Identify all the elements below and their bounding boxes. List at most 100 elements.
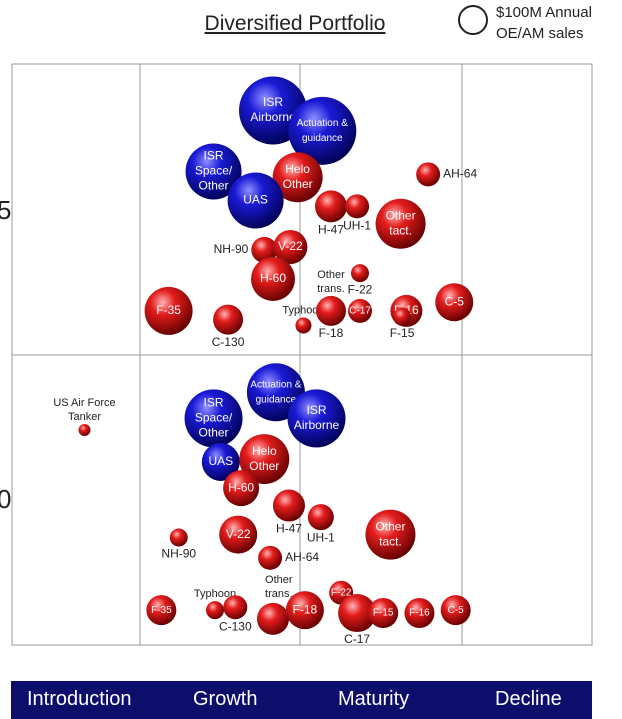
bubble-upper-us-air-force-tanker-label-line-2: Tanker <box>68 411 101 423</box>
bubble-lower-c-17-label-line-1: C-17 <box>344 632 370 646</box>
bubble-upper-helo-other-label-line-1: Helo <box>285 162 310 176</box>
bubble-upper-other-tact-label-line-2: tact. <box>389 223 412 237</box>
stage-label-growth: Growth <box>193 688 258 710</box>
bubble-lower-isr-space-other <box>184 389 243 448</box>
legend-size-reference-circle <box>458 5 488 35</box>
bubble-lower-c-130 <box>223 595 248 620</box>
bubble-lower-c-5 <box>440 595 471 626</box>
bubble-lower-f-15-label-line-1: F-15 <box>373 608 394 619</box>
bubble-lower-ah-64-label-line-1: AH-64 <box>285 550 319 564</box>
bubble-lower-isr-space-other-label-line-3: Other <box>199 426 229 440</box>
bubble-upper-f-35 <box>144 286 193 335</box>
bubble-upper-isr-airborne-label-line-1: ISR <box>263 95 283 109</box>
bubble-upper-ah-64-label-line-1: AH-64 <box>443 167 477 181</box>
bubble-upper-f-15-label-line-1: F-15 <box>390 326 415 340</box>
bubble-lower-uh-1-label-line-1: UH-1 <box>307 530 335 544</box>
bubble-lower-helo-other <box>239 434 290 485</box>
bubble-upper-isr-space-other-label-line-3: Other <box>199 179 229 193</box>
bubble-upper-typhoon <box>295 317 312 334</box>
bubble-lower-h-47-label-line-1: H-47 <box>276 522 302 536</box>
bubble-upper-v-22-label-line-1: V-22 <box>278 239 303 253</box>
bubble-upper-uas <box>227 172 284 229</box>
bubble-lower-other-tact-label-line-1: Other <box>375 519 405 533</box>
bubble-lower-f-15 <box>368 598 399 629</box>
bubble-lower-nh-90-label-line-1: NH-90 <box>161 547 196 561</box>
bubble-lower-actuation-guidance-label-line-1: Actuation & <box>250 379 301 390</box>
bubble-lower-f-22-label-line-1: F-22 <box>331 587 352 598</box>
bubble-lower-h-60-label-line-1: H-60 <box>228 480 254 494</box>
legend-label-line-2: OE/AM sales <box>496 25 584 42</box>
bubble-lower-h-60 <box>223 470 260 507</box>
bubble-lower-isr-space-other-label-line-1: ISR <box>204 396 224 410</box>
bubble-lower-other-trans-label-line-2: trans. <box>265 588 293 600</box>
bubble-lower-f-16-label-line-1: F-16 <box>409 608 430 619</box>
stage-label-introduction: Introduction <box>27 688 132 710</box>
bubble-lower-typhoon <box>206 601 224 620</box>
bubble-upper-c-17 <box>348 298 372 323</box>
bubble-upper-h-47 <box>315 190 347 223</box>
stage-label-decline: Decline <box>495 688 562 710</box>
bubble-upper-other-tact <box>375 198 426 249</box>
bubble-upper-h-60-label-line-1: H-60 <box>260 271 286 285</box>
bubble-lower-other-tact <box>365 509 416 560</box>
bubble-upper-typhoon-label-line-1: Typhoon <box>282 304 324 316</box>
bubble-lower-helo-other-label-line-1: Helo <box>252 444 277 458</box>
bubble-upper-other-trans-label-line-2: trans. <box>317 283 345 295</box>
bubble-upper-nh-90-label-line-1: NH-90 <box>214 242 249 256</box>
bubble-lower-unlabeled-17 <box>257 602 289 635</box>
bubble-upper-nh-90 <box>251 236 278 263</box>
bubble-upper-isr-space-other-label-line-1: ISR <box>204 149 224 163</box>
bubble-upper-other-tact-label-line-1: Other <box>386 208 416 222</box>
bubble-upper-us-air-force-tanker-label-line-1: US Air Force <box>53 397 115 409</box>
chart-title: Diversified Portfolio <box>204 12 386 35</box>
bubble-lower-c-17 <box>338 594 377 633</box>
bubble-upper-actuation-guidance <box>288 96 357 165</box>
bubble-upper-actuation-guidance-label-line-2: guidance <box>302 133 343 144</box>
stage-label-maturity: Maturity <box>338 688 410 710</box>
bubble-upper-isr-space-other <box>185 143 242 200</box>
bubble-upper-f-15 <box>393 307 412 326</box>
bubble-upper-uh-1-label-line-1: UH-1 <box>343 219 371 233</box>
bubble-upper-c-130-label-line-1: C-130 <box>212 335 245 349</box>
bubble-upper-h-47-label-line-1: H-47 <box>318 223 344 237</box>
bubble-lower-helo-other-label-line-2: Other <box>249 459 279 473</box>
bubble-lower-f-18 <box>285 591 324 630</box>
bubble-lower-other-tact-label-line-2: tact. <box>379 534 402 548</box>
bubble-upper-uh-1 <box>345 194 370 219</box>
bubble-upper-uas-label-line-1: UAS <box>243 193 268 207</box>
y-tick-label-upper: 5 <box>0 195 12 225</box>
bubble-lower-isr-airborne <box>287 389 346 448</box>
bubble-upper-f-22 <box>351 264 369 283</box>
bubble-upper-helo-other <box>272 152 323 203</box>
bubble-lower-isr-airborne-label-line-1: ISR <box>306 403 326 417</box>
bubble-lower-c-130-label-line-1: C-130 <box>219 619 252 633</box>
bubble-upper-actuation-guidance-label-line-1: Actuation & <box>297 118 348 129</box>
bubble-upper-f-35-label-line-1: F-35 <box>156 303 181 317</box>
bubble-lower-uas <box>201 442 240 481</box>
legend-label-line-1: $100M Annual <box>496 4 592 21</box>
bubble-upper-helo-other-label-line-2: Other <box>283 177 313 191</box>
bubble-upper-c-17-label-line-1: C-17 <box>349 306 371 317</box>
bubble-lower-isr-space-other-label-line-2: Space/ <box>195 411 233 425</box>
bubble-upper-us-air-force-tanker <box>78 424 91 437</box>
lifecycle-stage-bar: Introduction Growth Maturity Decline <box>11 681 592 719</box>
bubble-lower-isr-airborne-label-line-2: Airborne <box>294 418 340 432</box>
bubble-lower-c-5-label-line-1: C-5 <box>448 605 465 616</box>
bubble-upper-isr-airborne-label-line-2: Airborne <box>250 110 296 124</box>
bubble-upper-other-trans-label-line-1: Other <box>317 269 345 281</box>
bubble-upper-c-130 <box>213 304 244 335</box>
bubble-lower-f-35-label-line-1: F-35 <box>151 605 172 616</box>
bubble-lower-h-47 <box>272 489 305 522</box>
y-tick-label-lower: 0 <box>0 484 12 514</box>
bubble-lower-uh-1 <box>307 504 334 531</box>
bubble-upper-h-60 <box>251 256 295 301</box>
bubble-lower-typhoon-label-line-1: Typhoon <box>194 588 236 600</box>
bubble-lower-f-35 <box>146 595 177 626</box>
bubble-lower-other-trans-label-line-1: Other <box>265 574 293 586</box>
bubble-lower-uas-label-line-1: UAS <box>208 454 233 468</box>
bubble-upper-v-22 <box>273 230 308 265</box>
bubble-lower-nh-90 <box>169 528 188 547</box>
bubble-lower-f-16 <box>404 598 435 629</box>
